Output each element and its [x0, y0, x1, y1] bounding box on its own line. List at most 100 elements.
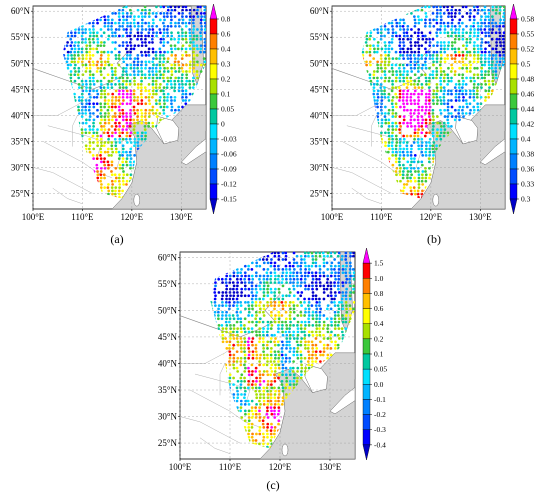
- station-dot: [491, 5, 495, 9]
- station-dot: [450, 21, 454, 25]
- station-dot: [69, 50, 73, 54]
- station-dot: [394, 86, 398, 89]
- station-dot: [479, 60, 483, 64]
- station-dot: [475, 95, 479, 99]
- station-dot: [402, 21, 406, 25]
- station-dot: [501, 37, 505, 41]
- station-dot: [472, 89, 476, 93]
- station-dot: [103, 105, 106, 109]
- station-dot: [125, 157, 129, 160]
- station-dot: [114, 53, 118, 57]
- station-dot: [118, 186, 121, 190]
- station-dot: [447, 124, 450, 128]
- station-dot: [176, 31, 180, 35]
- station-dot: [203, 8, 207, 12]
- station-dot: [262, 370, 266, 373]
- station-dot: [192, 44, 196, 48]
- station-dot: [203, 60, 207, 64]
- station-dot: [494, 31, 498, 35]
- station-dot: [435, 137, 439, 141]
- station-dot: [391, 73, 395, 77]
- station-dot: [107, 128, 111, 131]
- station-dot: [121, 41, 125, 44]
- station-dot: [387, 50, 391, 54]
- station-dot: [177, 47, 180, 51]
- station-dot: [502, 21, 505, 25]
- station-dot: [128, 34, 132, 38]
- station-dot: [427, 112, 431, 115]
- station-dot: [454, 95, 458, 99]
- station-dot: [84, 112, 88, 115]
- station-dot: [439, 15, 443, 18]
- station-dot: [399, 124, 402, 128]
- station-dot: [401, 173, 405, 177]
- station-dot: [265, 429, 269, 433]
- station-dot: [224, 314, 228, 317]
- station-dot: [395, 157, 398, 160]
- station-dot: [255, 333, 258, 337]
- map-panel-b: 25°N 30°N 35°N 40°N 45°N 50°N 55°N 60°N 100°E 110…: [310, 3, 535, 229]
- station-dot: [69, 73, 73, 77]
- station-dot: [184, 83, 188, 86]
- station-dot: [166, 60, 170, 64]
- station-dot: [203, 12, 206, 15]
- station-dot: [137, 24, 140, 28]
- station-dot: [221, 327, 225, 330]
- station-dot: [409, 47, 413, 51]
- station-dot: [192, 50, 195, 54]
- station-dot: [251, 277, 255, 281]
- station-dot: [80, 99, 84, 102]
- station-dot: [428, 141, 431, 144]
- station-dot: [236, 389, 239, 393]
- station-dot: [498, 41, 502, 44]
- station-dot: [140, 131, 144, 135]
- station-dot: [399, 166, 402, 170]
- station-dot: [464, 92, 468, 96]
- station-dot: [394, 92, 398, 96]
- station-dot: [84, 128, 87, 131]
- colorbar-segment: [209, 123, 218, 140]
- station-dot: [155, 70, 158, 73]
- station-dot: [155, 31, 159, 35]
- station-dot: [262, 261, 266, 265]
- station-dot: [240, 350, 243, 354]
- station-dot: [499, 44, 502, 48]
- station-dot: [446, 102, 450, 106]
- station-dot: [270, 409, 273, 413]
- station-dot: [95, 89, 99, 93]
- station-dot: [147, 12, 151, 15]
- station-dot: [409, 44, 413, 48]
- station-dot: [121, 118, 125, 122]
- station-dot: [461, 99, 465, 102]
- station-dot: [110, 28, 113, 31]
- station-dot: [107, 118, 111, 122]
- station-dot: [262, 442, 265, 446]
- station-dot: [166, 79, 170, 83]
- station-dot: [192, 8, 196, 12]
- station-dot: [465, 63, 468, 67]
- station-dot: [487, 70, 490, 73]
- station-dot: [155, 12, 158, 15]
- station-dot: [84, 79, 88, 83]
- station-dot: [254, 389, 258, 393]
- station-dot: [85, 57, 88, 60]
- station-dot: [461, 105, 465, 109]
- station-dot: [192, 34, 196, 38]
- station-dot: [258, 426, 262, 429]
- station-dot: [180, 47, 184, 51]
- station-dot: [181, 5, 185, 9]
- station-dot: [140, 34, 143, 38]
- station-dot: [269, 327, 273, 330]
- station-dot: [121, 108, 125, 112]
- station-dot: [435, 31, 438, 35]
- station-dot: [95, 154, 99, 157]
- station-dot: [137, 70, 140, 73]
- station-dot: [428, 18, 432, 22]
- station-dot: [484, 15, 488, 18]
- station-dot: [170, 102, 173, 106]
- station-dot: [247, 287, 251, 291]
- station-dot: [243, 347, 246, 350]
- station-dot: [420, 141, 424, 144]
- station-dot: [421, 34, 425, 38]
- station-dot: [106, 150, 110, 154]
